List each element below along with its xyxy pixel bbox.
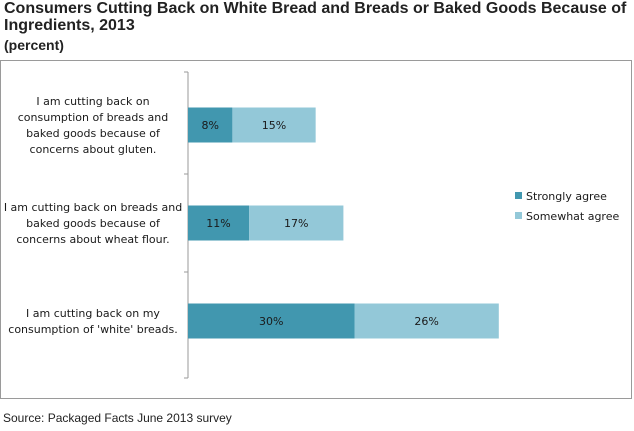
data-label-somewhat-agree-2: 17% [284,217,308,230]
category-label-2-line-2: baked goods because of [26,217,161,230]
bar-strongly-agree-1 [188,107,233,143]
category-label-1-line-2: consumption of breads and [18,111,169,124]
chart-title-line-1: Consumers Cutting Back on White Bread an… [4,0,627,17]
legend-swatch-strongly-agree [515,192,522,199]
bar-somewhat-agree-2 [249,205,344,241]
legend-label-strongly-agree: Strongly agree [526,190,607,203]
category-label-3-line-2: consumption of 'white' breads. [8,323,177,336]
legend-label-somewhat-agree: Somewhat agree [526,210,619,223]
data-label-strongly-agree-2: 11% [206,217,230,230]
bar-somewhat-agree-3 [354,303,499,339]
data-label-strongly-agree-3: 30% [259,315,283,328]
data-label-strongly-agree-1: 8% [201,119,218,132]
chart-title: Consumers Cutting Back on White Bread an… [4,0,630,34]
category-label-1-line-4: concerns about gluten. [30,143,157,156]
bar-strongly-agree-3 [188,303,355,339]
chart-frame: 8% 15% I am cutting back on consumption of … [0,60,632,399]
category-label-1-line-3: baked goods because of [26,127,161,140]
data-label-somewhat-agree-3: 26% [414,315,438,328]
legend-swatch-somewhat-agree [515,212,522,219]
category-label-1-line-1: I am cutting back on [36,95,149,108]
chart-title-line-2: Ingredients, 2013 [4,17,135,34]
category-label-2-line-3: concerns about wheat flour. [16,233,169,246]
data-label-somewhat-agree-1: 15% [262,119,286,132]
bar-chart: 8% 15% I am cutting back on consumption of … [4,71,619,379]
chart-subtitle: (percent) [4,37,64,53]
category-label-3-line-1: I am cutting back on my [26,307,160,320]
source-note: Source: Packaged Facts June 2013 survey [3,411,232,425]
bar-strongly-agree-2 [188,205,250,241]
bar-somewhat-agree-1 [232,107,316,143]
category-label-2-line-1: I am cutting back on breads and [4,201,182,214]
